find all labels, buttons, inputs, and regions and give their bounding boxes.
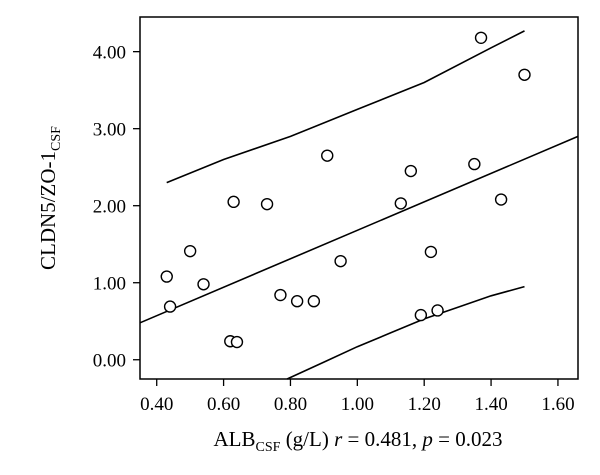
x-tick-label: 0.60: [207, 394, 240, 415]
data-point: [394, 197, 407, 210]
data-point: [494, 193, 508, 206]
plot-frame: [139, 16, 579, 380]
fit-curves: [139, 30, 579, 380]
data-point: [468, 157, 481, 171]
y-tick-label: 2.00: [93, 197, 126, 218]
y-axis-title: CLDN5/ZO-1CSF: [36, 126, 64, 270]
y-tick-label: 0.00: [93, 351, 126, 372]
data-point: [321, 149, 334, 162]
y-tick-label: 3.00: [93, 120, 126, 141]
data-point: [414, 308, 428, 322]
data-point: [183, 244, 197, 258]
y-tick-label: 1.00: [93, 274, 126, 295]
data-point: [334, 254, 347, 268]
data-point: [160, 270, 173, 283]
data-point: [197, 278, 210, 291]
x-tick-label: 0.80: [274, 394, 307, 415]
upper-confidence-curve: [166, 30, 525, 184]
data-point: [227, 195, 240, 209]
data-point: [431, 304, 444, 317]
y-tick-label: 4.00: [93, 43, 126, 64]
x-tick-label: 1.40: [474, 394, 507, 415]
data-point: [307, 295, 321, 308]
x-tick-label: 1.20: [408, 394, 441, 415]
x-axis-title: ALBCSF (g/L) r = 0.481, p = 0.023: [214, 427, 503, 455]
data-point: [474, 31, 488, 44]
data-point: [230, 335, 244, 349]
data-point: [290, 295, 304, 308]
y-axis-ticks: 0.00 1.00 2.00 3.00 4.00: [93, 43, 140, 372]
data-point: [163, 300, 177, 313]
data-point: [260, 197, 274, 211]
regression-line: [139, 135, 579, 324]
x-tick-label: 0.40: [140, 394, 173, 415]
x-tick-label: 1.60: [541, 394, 574, 415]
x-tick-label: 1.00: [341, 394, 374, 415]
lower-confidence-curve: [286, 285, 525, 380]
data-point: [424, 245, 438, 259]
data-point: [274, 288, 287, 302]
data-point: [518, 68, 531, 81]
data-points: [160, 31, 531, 349]
data-point: [404, 164, 418, 178]
x-axis-ticks: 0.40 0.60 0.80 1.00 1.20 1.40 1.60: [140, 379, 575, 415]
